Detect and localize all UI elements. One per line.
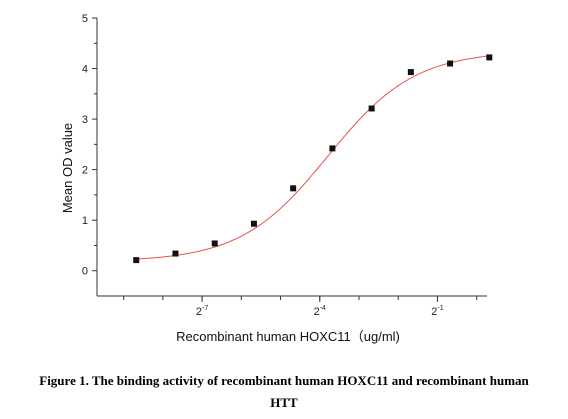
data-points-layer bbox=[133, 54, 493, 264]
data-point bbox=[447, 60, 454, 67]
x-tick-label: 2-7 bbox=[196, 305, 208, 318]
data-point bbox=[486, 54, 493, 61]
data-point bbox=[172, 250, 179, 257]
y-axis-title: Mean OD value bbox=[60, 123, 75, 213]
x-tick-label: 2-1 bbox=[431, 305, 443, 318]
y-tick-label: 0 bbox=[82, 266, 88, 278]
data-point bbox=[368, 105, 375, 112]
y-tick-label: 1 bbox=[82, 215, 88, 227]
y-tick-label: 3 bbox=[82, 114, 88, 126]
fit-curve-layer bbox=[136, 55, 490, 260]
axes: 0 1 2 3 4 5 2-7 2-4 2-1 bbox=[82, 13, 487, 318]
data-point bbox=[133, 257, 140, 264]
x-axis-title: Recombinant human HOXC11（ug/ml) bbox=[176, 329, 400, 344]
data-point bbox=[211, 240, 218, 247]
data-point bbox=[407, 69, 414, 76]
x-tick-label: 2-4 bbox=[314, 305, 326, 318]
caption-line-1: Figure 1. The binding activity of recomb… bbox=[39, 373, 529, 388]
chart: 0 1 2 3 4 5 2-7 2-4 2-1 Recombinant human HOXC11… bbox=[60, 13, 493, 344]
data-point bbox=[329, 145, 336, 152]
figure-caption: Figure 1. The binding activity of recomb… bbox=[0, 370, 568, 414]
caption-line-2: HTT bbox=[270, 395, 298, 410]
y-tick-label: 2 bbox=[82, 165, 88, 177]
y-tick-label: 4 bbox=[82, 64, 88, 76]
y-tick-label: 5 bbox=[82, 13, 88, 25]
data-point bbox=[290, 185, 297, 192]
data-point bbox=[250, 220, 257, 227]
fit-curve bbox=[136, 55, 490, 260]
